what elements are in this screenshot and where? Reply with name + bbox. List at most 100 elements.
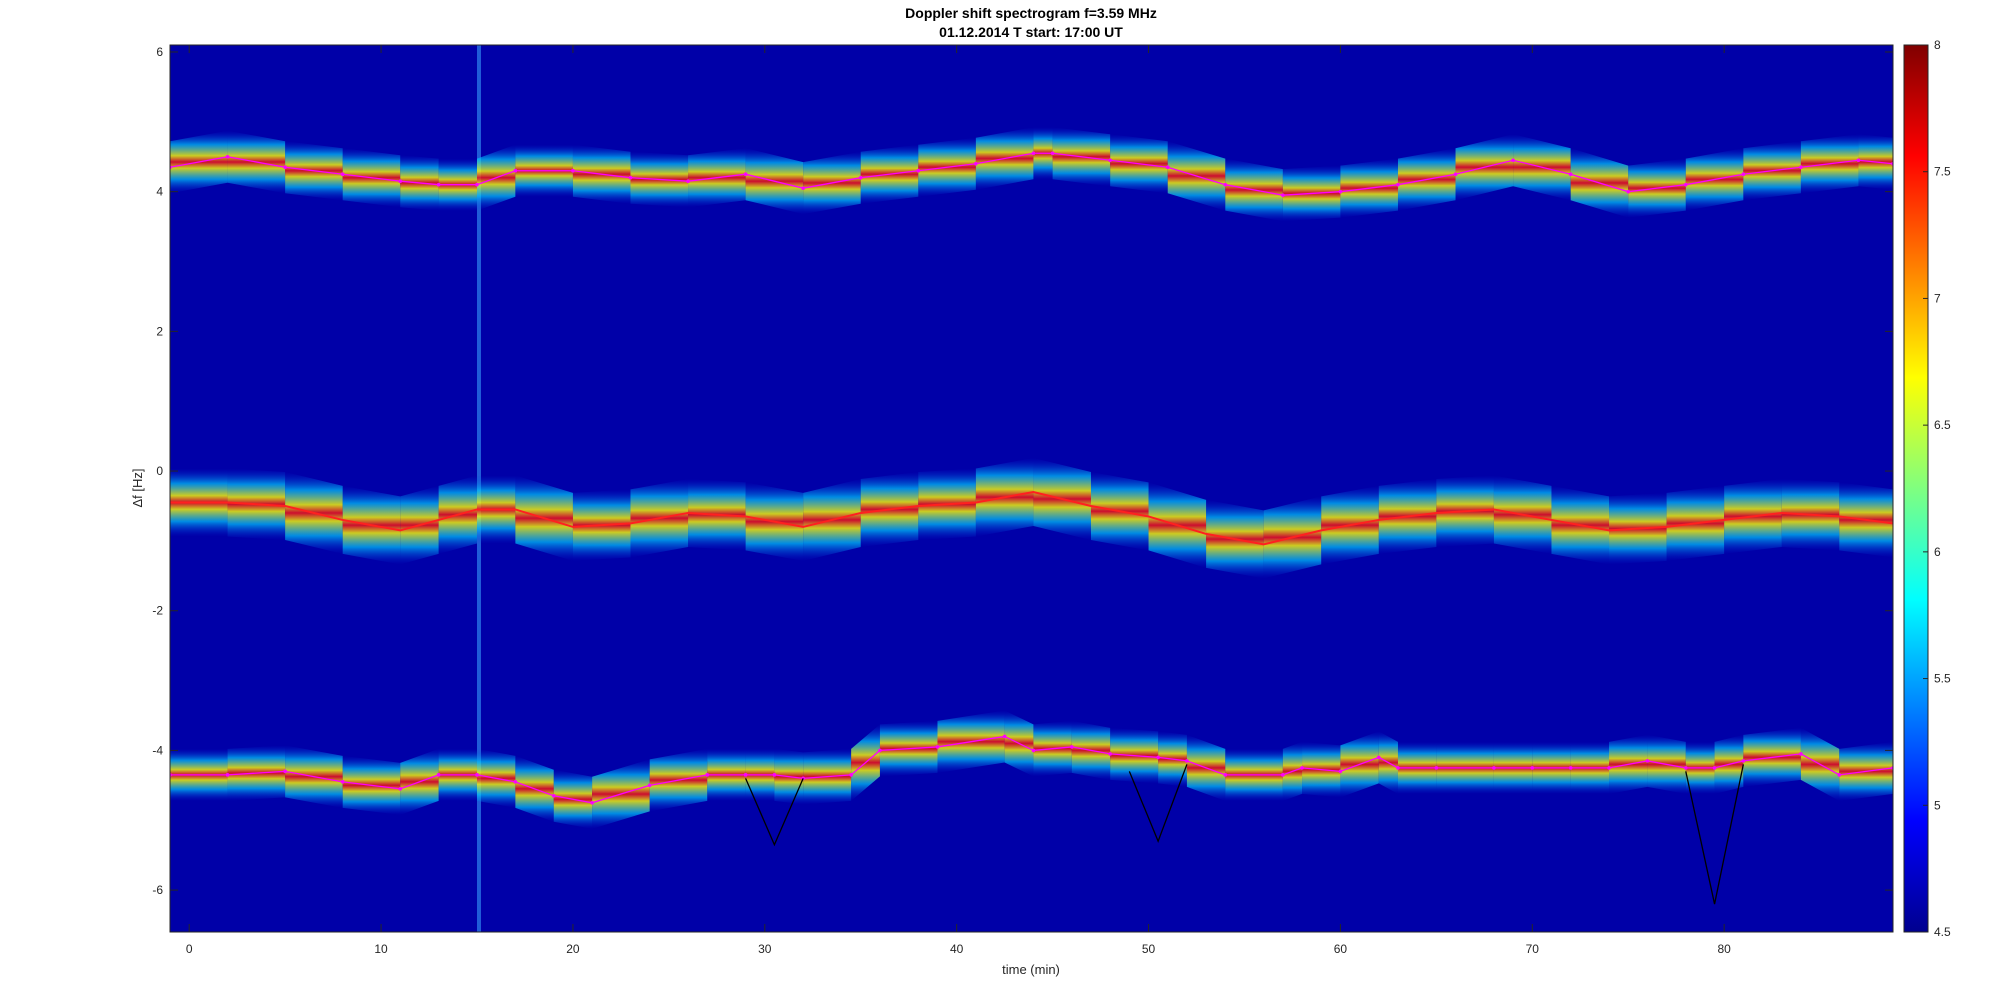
- trace-point: [1741, 759, 1746, 763]
- y-tick-label: -4: [152, 743, 163, 757]
- x-axis-ticks: 0 10 20 30 40 50 60 70 80: [186, 45, 1731, 956]
- trace-point: [340, 172, 345, 177]
- trace-point: [705, 773, 710, 777]
- trace-point: [1050, 151, 1055, 156]
- colorbar-tick-label: 7: [1934, 291, 1941, 305]
- y-tick-label: 0: [156, 464, 163, 478]
- colorbar-gradient: [1903, 44, 1929, 933]
- trace-point: [398, 179, 403, 183]
- trace-point: [1434, 766, 1439, 770]
- x-tick-label: 70: [1526, 942, 1540, 956]
- trace-point: [1492, 766, 1496, 770]
- colorbar-tick-label: 6: [1934, 545, 1941, 559]
- trace-point: [1281, 773, 1285, 777]
- trace-point: [1741, 172, 1746, 177]
- trace-point: [1338, 189, 1343, 194]
- trace-point: [398, 787, 403, 791]
- trace-point: [974, 161, 978, 166]
- y-tick-label: 6: [156, 45, 163, 59]
- x-tick-label: 60: [1334, 942, 1348, 956]
- colorbar-tick-label: 8: [1934, 38, 1941, 52]
- trace-point: [1376, 755, 1381, 760]
- plot-frame: [169, 44, 1894, 933]
- colorbar-tick-label: 5: [1934, 798, 1941, 812]
- x-tick-label: 40: [950, 942, 964, 956]
- y-axis-ticks: 6 4 2 0 -2 -4 -6: [152, 45, 1893, 897]
- y-axis-label: Δf [Hz]: [130, 468, 145, 507]
- trace-point: [647, 783, 652, 788]
- trace-point: [1837, 773, 1842, 777]
- trace-point: [1607, 766, 1611, 770]
- trace-point: [1031, 151, 1036, 156]
- trace-point: [1223, 182, 1228, 187]
- trace-point: [1799, 752, 1803, 756]
- trace-point: [1626, 189, 1631, 194]
- trace-point: [1530, 766, 1535, 770]
- trace-point: [513, 780, 518, 784]
- x-tick-label: 10: [374, 942, 388, 956]
- trace-point: [1165, 165, 1170, 170]
- trace-point: [1185, 759, 1189, 763]
- trace-lines: [170, 151, 1893, 905]
- trace-point: [1108, 752, 1112, 756]
- colorbar-tick-label: 6.5: [1934, 418, 1951, 432]
- x-axis-label: time (min): [1002, 962, 1060, 977]
- colorbar-tick-label: 4.5: [1934, 925, 1951, 939]
- trace-point: [340, 780, 345, 784]
- trace-point: [1683, 182, 1688, 187]
- trace-point: [571, 168, 575, 173]
- chart-title: Doppler shift spectrogram f=3.59 MHz: [905, 5, 1157, 21]
- trace-point: [1002, 734, 1007, 739]
- trace-point: [513, 168, 518, 173]
- trace-point: [878, 748, 882, 753]
- trace-point: [436, 182, 441, 187]
- x-tick-label: 0: [186, 942, 193, 956]
- trace-point: [1453, 172, 1458, 177]
- trace-line: [745, 778, 804, 847]
- trace-point: [1223, 773, 1228, 777]
- colorbar-tick-label: 5.5: [1934, 672, 1951, 686]
- trace-point: [475, 182, 479, 187]
- trace-point: [1712, 766, 1717, 770]
- trace-point: [225, 154, 230, 159]
- trace-point: [436, 773, 441, 777]
- trace-point: [628, 175, 633, 180]
- plot-area: [170, 45, 1893, 932]
- y-tick-label: 4: [156, 185, 163, 199]
- trace-point: [1108, 158, 1112, 163]
- trace-point: [1683, 766, 1688, 770]
- trace-point: [283, 165, 287, 170]
- trace-line: [170, 735, 1893, 804]
- trace-point: [1396, 182, 1400, 187]
- trace-point: [686, 179, 690, 183]
- trace-line: [170, 490, 1893, 546]
- x-tick-label: 50: [1142, 942, 1156, 956]
- trace-point: [916, 168, 921, 173]
- trace-point: [1338, 769, 1343, 774]
- trace-point: [225, 773, 230, 777]
- trace-point: [801, 186, 805, 190]
- trace-point: [1645, 759, 1650, 763]
- trace-point: [849, 773, 853, 777]
- trace-point: [1856, 158, 1861, 163]
- trace-point: [590, 800, 594, 805]
- trace-point: [1300, 766, 1304, 770]
- trace-point: [1568, 766, 1573, 770]
- x-tick-label: 80: [1717, 942, 1731, 956]
- trace-point: [743, 773, 748, 777]
- trace-point: [743, 172, 748, 177]
- trace-point: [1281, 193, 1285, 197]
- x-tick-label: 20: [566, 942, 580, 956]
- trace-point: [551, 794, 556, 798]
- y-tick-label: 2: [156, 324, 163, 338]
- chart-subtitle: 01.12.2014 T start: 17:00 UT: [939, 24, 1123, 40]
- y-tick-label: -6: [152, 883, 163, 897]
- trace-point: [858, 175, 863, 180]
- trace-point: [1396, 766, 1400, 770]
- trace-line: [1128, 764, 1188, 843]
- trace-point: [935, 745, 940, 749]
- trace-point: [1799, 165, 1803, 170]
- colorbar-ticks: 8 7.5 7 6.5 6 5.5 5 4.5: [1923, 38, 1951, 939]
- trace-point: [1511, 158, 1515, 163]
